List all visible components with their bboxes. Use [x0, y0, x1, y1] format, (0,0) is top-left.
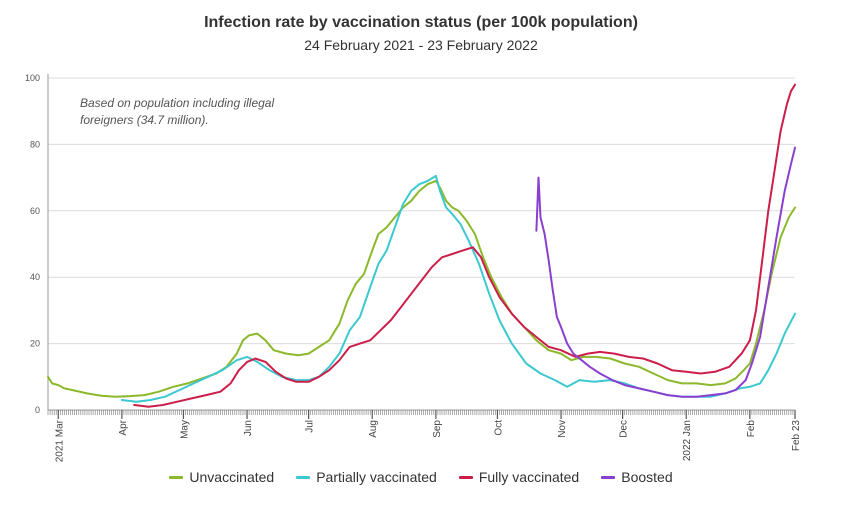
- y-axis: 0 20 40 60 80 100: [25, 73, 49, 415]
- chart-title: Infection rate by vaccination status (pe…: [204, 14, 638, 31]
- x-tick-label: Jun: [243, 420, 254, 436]
- y-tick-label: 20: [30, 339, 40, 349]
- chart-subtitle: 24 February 2021 - 23 February 2022: [304, 37, 538, 53]
- series-line-unvaccinated: [47, 179, 796, 398]
- gridlines: [48, 77, 795, 345]
- legend: Unvaccinated Partially vaccinated Fully va…: [0, 469, 842, 485]
- legend-swatch: [296, 475, 311, 479]
- y-tick-label: 60: [30, 206, 40, 216]
- x-tick-label: 2022 Jan: [682, 420, 693, 461]
- x-tick-label: Feb: [746, 420, 757, 438]
- y-tick-label: 80: [30, 139, 40, 149]
- x-tick-label: Jul: [305, 420, 316, 433]
- y-tick-label: 0: [35, 405, 40, 415]
- x-tick-label: 2021 Mar: [54, 419, 65, 462]
- x-tick-label: Oct: [493, 420, 504, 436]
- legend-item-partially-vaccinated[interactable]: Partially vaccinated: [296, 469, 437, 485]
- legend-swatch: [458, 475, 473, 479]
- x-tick-label: May: [179, 420, 190, 439]
- y-tick-label: 40: [30, 272, 40, 282]
- legend-item-unvaccinated[interactable]: Unvaccinated: [169, 469, 274, 485]
- x-tick-label: Aug: [368, 420, 379, 438]
- x-tick-label: Dec: [619, 420, 630, 438]
- y-tick-label: 100: [25, 73, 40, 83]
- series-lines: [47, 83, 796, 408]
- x-day-ticks: [47, 410, 796, 415]
- x-tick-label: Sep: [432, 420, 443, 438]
- x-tick-label: Feb 23: [791, 420, 802, 452]
- legend-item-boosted[interactable]: Boosted: [601, 469, 673, 485]
- legend-label: Boosted: [621, 469, 673, 485]
- legend-label: Partially vaccinated: [316, 469, 437, 485]
- legend-swatch: [169, 475, 184, 479]
- legend-swatch: [601, 475, 616, 479]
- x-axis: 2021 Mar Apr May Jun Jul Aug Sep Oct Nov Dec 2022 …: [47, 409, 802, 462]
- x-tick-label: Apr: [118, 419, 129, 435]
- legend-label: Fully vaccinated: [478, 469, 580, 485]
- legend-label: Unvaccinated: [189, 469, 275, 485]
- x-tick-label: Nov: [557, 420, 568, 438]
- series-line-fully-vaccinated: [133, 83, 796, 408]
- series-line-boosted: [535, 146, 796, 398]
- legend-item-fully-vaccinated[interactable]: Fully vaccinated: [458, 469, 580, 485]
- annotation-line-2: foreigners (34.7 million).: [80, 113, 209, 127]
- annotation-line-1: Based on population including illegal: [80, 96, 274, 110]
